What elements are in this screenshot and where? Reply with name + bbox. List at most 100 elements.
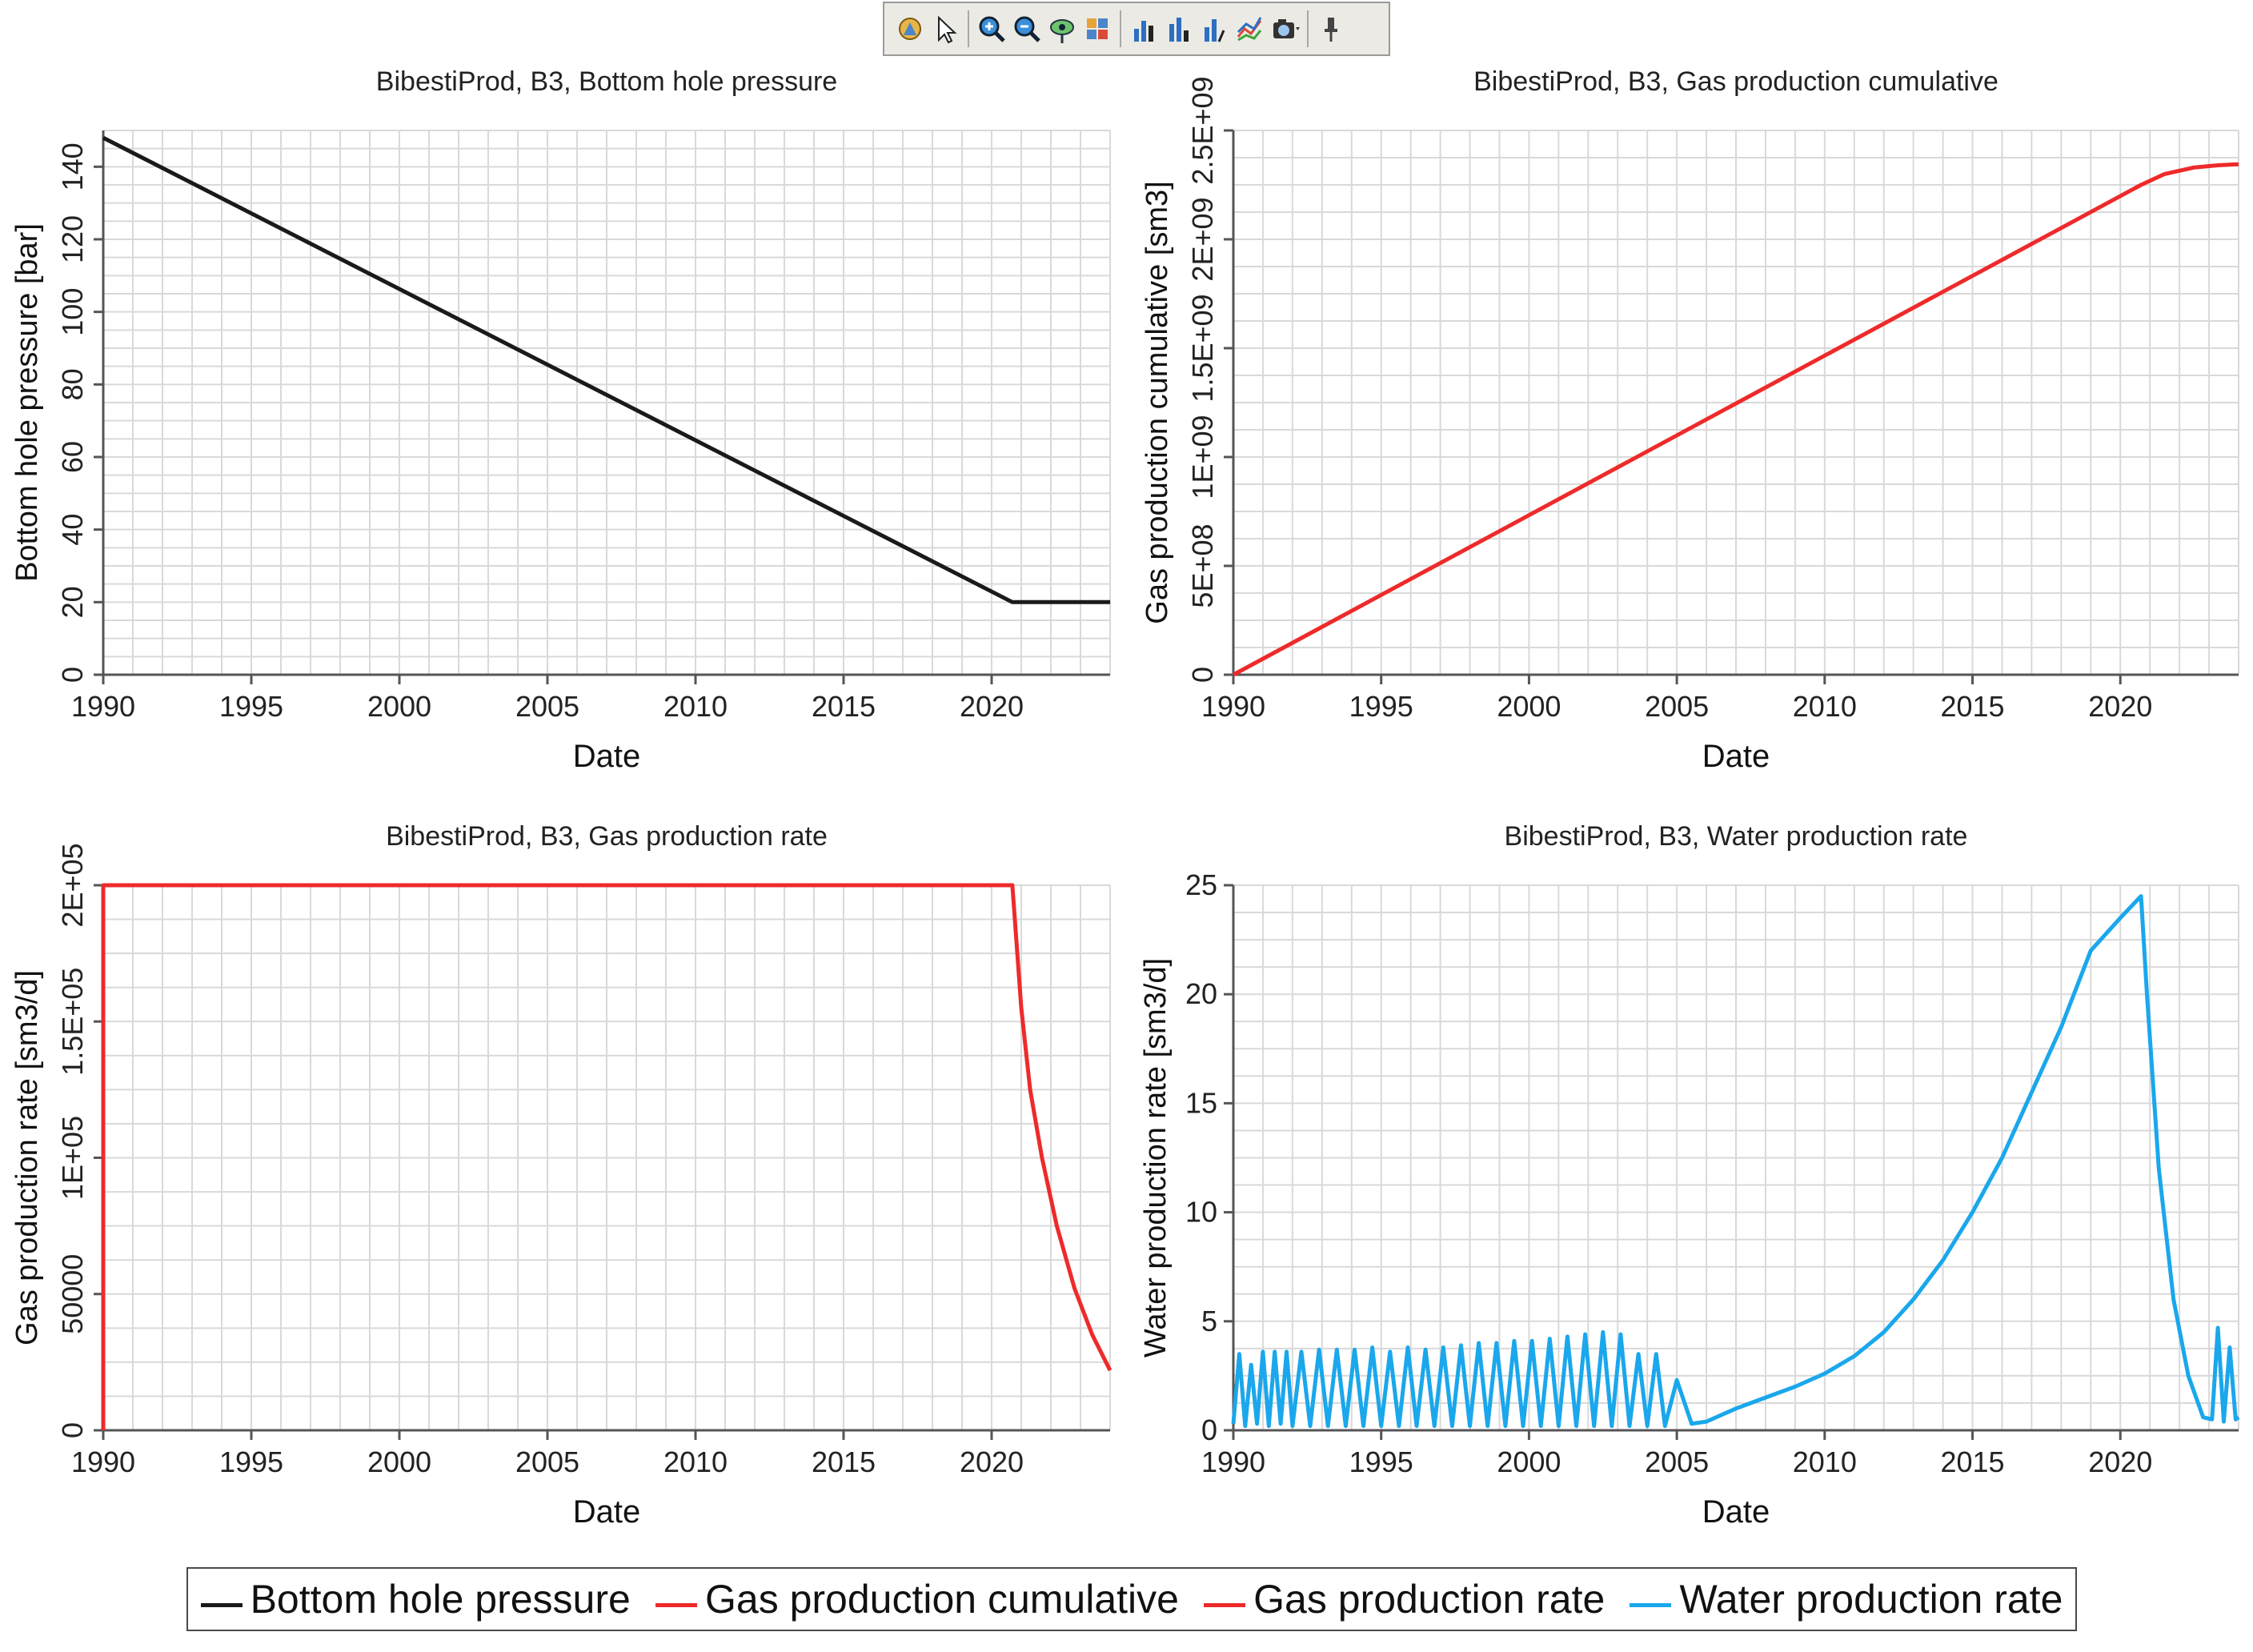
toolbar-separator bbox=[1307, 10, 1309, 47]
zoom-in-icon bbox=[979, 16, 1005, 42]
select-pointer-icon bbox=[938, 15, 957, 44]
camera-button[interactable] bbox=[1267, 10, 1302, 48]
y-tick-label: 80 bbox=[56, 368, 89, 400]
bar-chart-icon bbox=[1134, 21, 1153, 42]
x-tick-label: 2015 bbox=[812, 1446, 876, 1478]
toolbar-separator bbox=[1120, 10, 1121, 47]
y-tick-label: 0 bbox=[1186, 667, 1219, 683]
bar-chart-trend-icon bbox=[1205, 19, 1225, 42]
y-axis-label: Gas production rate [sm3/d] bbox=[10, 970, 44, 1345]
x-tick-label: 1995 bbox=[219, 1446, 283, 1478]
y-tick-label: 1.5E+09 bbox=[1186, 294, 1219, 402]
legend-swatch bbox=[1204, 1602, 1246, 1607]
x-tick-label: 1990 bbox=[71, 690, 135, 723]
chart-settings-button[interactable] bbox=[1080, 10, 1115, 48]
view-eye-button[interactable] bbox=[1044, 10, 1080, 48]
chart-settings-icon bbox=[1087, 18, 1108, 39]
bar-chart-alt-icon bbox=[1169, 18, 1189, 42]
x-tick-label: 2005 bbox=[515, 1446, 579, 1478]
series-line-waterrate bbox=[1231, 894, 2240, 1429]
view-eye-icon bbox=[1050, 19, 1074, 43]
y-tick-label: 10 bbox=[1185, 1196, 1217, 1229]
y-tick-label: 2.5E+09 bbox=[1186, 76, 1219, 184]
x-tick-label: 2010 bbox=[663, 690, 728, 723]
legend: Bottom hole pressure Gas production cumu… bbox=[186, 1567, 2077, 1631]
y-axis-label: Gas production cumulative [sm3] bbox=[1141, 181, 1174, 624]
zoom-in-button[interactable] bbox=[974, 10, 1009, 48]
x-tick-label: 2000 bbox=[367, 1446, 431, 1478]
chart-bhp: 1990 1995 2000 2005 2010 2015 2020 0 20 40 60 80 100… bbox=[10, 66, 1111, 774]
select-pointer-button[interactable] bbox=[928, 10, 963, 48]
x-tick-label: 2005 bbox=[1645, 1446, 1709, 1478]
y-tick-label: 20 bbox=[1185, 977, 1217, 1010]
chart-title: BibestiProd, B3, Gas production rate bbox=[386, 821, 828, 852]
x-tick-label: 1995 bbox=[1349, 690, 1413, 723]
y-tick-label: 2E+05 bbox=[56, 843, 89, 927]
legend-item-water-production-rate: Water production rate bbox=[1630, 1576, 2063, 1622]
y-tick-label: 40 bbox=[56, 514, 89, 546]
bar-chart-button[interactable] bbox=[1126, 10, 1161, 48]
x-axis-label: Date bbox=[1702, 1494, 1770, 1530]
y-tick-label: 60 bbox=[56, 441, 89, 473]
legend-label: Water production rate bbox=[1679, 1577, 2063, 1622]
x-tick-label: 2020 bbox=[960, 1446, 1024, 1478]
y-axis-label: Water production rate [sm3/d] bbox=[1139, 958, 1173, 1357]
x-tick-label: 2015 bbox=[1940, 690, 2004, 723]
series-line-gascum bbox=[1232, 162, 2239, 677]
x-tick-label: 1990 bbox=[71, 1446, 135, 1478]
x-tick-label: 2000 bbox=[1497, 690, 1561, 723]
y-tick-label: 120 bbox=[56, 215, 89, 263]
line-chart-button[interactable] bbox=[1232, 10, 1267, 48]
bar-chart-alt-button[interactable] bbox=[1161, 10, 1197, 48]
x-tick-label: 2010 bbox=[663, 1446, 728, 1478]
y-tick-label: 25 bbox=[1185, 868, 1217, 901]
pin-icon bbox=[1325, 18, 1337, 42]
line-chart-icon bbox=[1237, 17, 1262, 42]
y-axis-label: Bottom hole pressure [bar] bbox=[10, 223, 44, 582]
camera-icon bbox=[1273, 19, 1300, 38]
y-tick-label: 100 bbox=[56, 288, 89, 336]
y-tick-label: 5E+08 bbox=[1186, 523, 1219, 607]
x-tick-label: 2005 bbox=[515, 690, 579, 723]
zoom-out-icon bbox=[1014, 16, 1040, 42]
y-tick-label: 5 bbox=[1201, 1305, 1217, 1337]
y-tick-label: 0 bbox=[56, 667, 89, 683]
zoom-out-button[interactable] bbox=[1009, 10, 1044, 48]
legend-swatch bbox=[1630, 1602, 1672, 1607]
pin-button[interactable] bbox=[1313, 10, 1349, 48]
legend-label: Gas production rate bbox=[1253, 1577, 1606, 1622]
legend-item-gas-production-rate: Gas production rate bbox=[1204, 1576, 1605, 1622]
legend-swatch bbox=[200, 1602, 243, 1607]
x-tick-label: 1995 bbox=[219, 690, 283, 723]
series-line-bhp bbox=[102, 135, 1110, 604]
toolbar-separator bbox=[968, 10, 969, 47]
x-axis-label: Date bbox=[573, 739, 641, 774]
y-tick-label: 1.5E+05 bbox=[56, 968, 89, 1076]
y-tick-label: 15 bbox=[1185, 1086, 1217, 1119]
x-tick-label: 1995 bbox=[1349, 1446, 1413, 1478]
legend-label: Gas production cumulative bbox=[705, 1577, 1179, 1622]
x-tick-label: 2015 bbox=[812, 690, 876, 723]
bar-chart-trend-button[interactable] bbox=[1197, 10, 1232, 48]
x-tick-label: 2020 bbox=[960, 690, 1024, 723]
legend-item-bottom-hole-pressure: Bottom hole pressure bbox=[200, 1576, 631, 1622]
x-tick-label: 2000 bbox=[367, 690, 431, 723]
y-tick-label: 50000 bbox=[56, 1254, 89, 1334]
y-tick-label: 1E+09 bbox=[1186, 415, 1219, 499]
x-tick-label: 2020 bbox=[2088, 1446, 2152, 1478]
pan-tool-button[interactable] bbox=[892, 10, 928, 48]
y-tick-label: 20 bbox=[56, 586, 89, 618]
x-tick-label: 1990 bbox=[1201, 690, 1265, 723]
x-tick-label: 2020 bbox=[2088, 690, 2152, 723]
chart-gascum: 1990 1995 2000 2005 2010 2015 2020 0 5E+08 1E+09 1… bbox=[1141, 66, 2239, 774]
chart-title: BibestiProd, B3, Gas production cumulati… bbox=[1473, 66, 1998, 97]
x-tick-label: 2015 bbox=[1940, 1446, 2004, 1478]
chart-toolbar bbox=[883, 2, 1390, 56]
y-tick-label: 1E+05 bbox=[56, 1116, 89, 1200]
x-axis-label: Date bbox=[573, 1494, 641, 1530]
chart-gasrate: 1990 1995 2000 2005 2010 2015 2020 0 50000 1E+05 1… bbox=[10, 821, 1112, 1530]
y-tick-label: 140 bbox=[56, 142, 89, 190]
y-tick-label: 0 bbox=[56, 1422, 89, 1438]
legend-item-gas-production-cumulative: Gas production cumulative bbox=[655, 1576, 1179, 1622]
